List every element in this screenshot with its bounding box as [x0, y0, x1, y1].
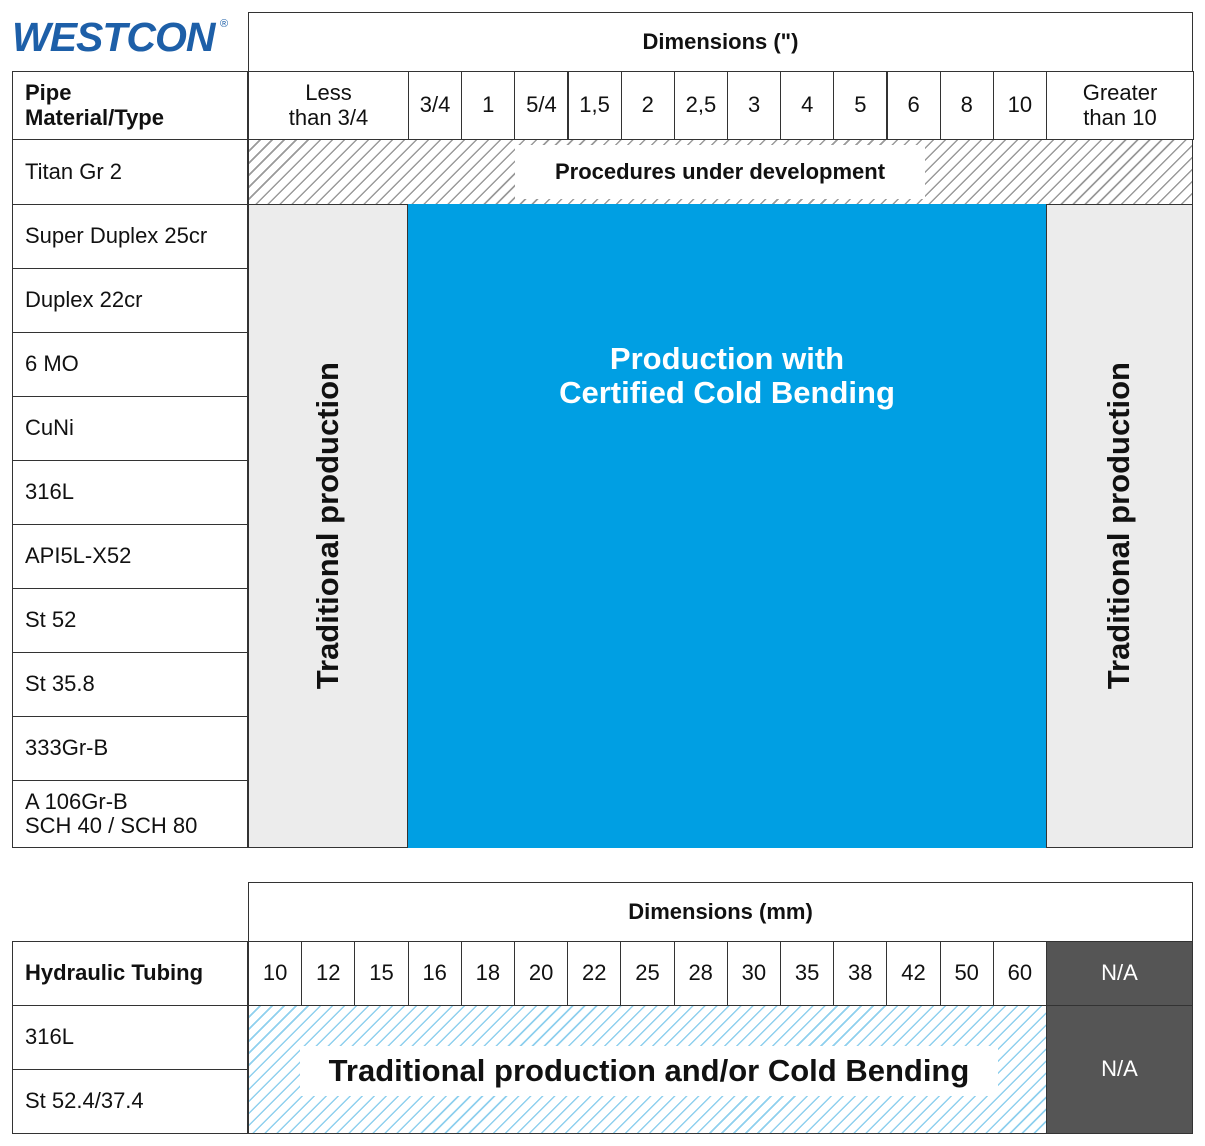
column-header: 35: [780, 941, 835, 1006]
tubing-name: St 52.4/37.4: [12, 1069, 248, 1134]
material-name: API5L-X52: [12, 524, 248, 589]
material-name: Super Duplex 25cr: [12, 204, 248, 269]
dimensions-header: Dimensions ("): [248, 12, 1193, 72]
column-header: 30: [726, 941, 781, 1006]
material-name: St 35.8: [12, 652, 248, 717]
material-name: 316L: [12, 460, 248, 525]
column-header: 18: [460, 941, 515, 1006]
cold-bending-area: Production with Certified Cold Bending: [408, 204, 1046, 848]
column-header: 12: [301, 941, 356, 1006]
column-header: 1,5: [567, 71, 622, 140]
material-name: 333Gr-B: [12, 716, 248, 781]
column-header: 3/4: [408, 71, 463, 140]
dimensions-header: Dimensions (mm): [248, 882, 1193, 942]
column-header: 2,5: [673, 71, 728, 140]
column-header: 2: [620, 71, 675, 140]
material-name: CuNi: [12, 396, 248, 461]
column-header: 5: [833, 71, 888, 140]
na-body: N/A: [1046, 1005, 1193, 1134]
traditional-left: Traditional production: [248, 204, 408, 848]
material-name: 6 MO: [12, 332, 248, 397]
column-header: 5/4: [514, 71, 569, 140]
column-header: 22: [567, 941, 622, 1006]
material-name: Titan Gr 2: [12, 139, 248, 205]
na-header: N/A: [1046, 941, 1193, 1006]
column-header: 50: [939, 941, 994, 1006]
row-header: Hydraulic Tubing: [12, 941, 248, 1006]
column-header: 25: [620, 941, 675, 1006]
column-header: 6: [886, 71, 941, 140]
development-note: Procedures under development: [515, 145, 925, 199]
column-header: 28: [673, 941, 728, 1006]
tubing-note: Traditional production and/or Cold Bendi…: [300, 1046, 998, 1096]
logo-mark: ®: [220, 18, 229, 30]
column-header: 3: [727, 71, 782, 140]
traditional-right: Traditional production: [1046, 204, 1193, 848]
tubing-name: 316L: [12, 1005, 248, 1070]
column-header: 15: [354, 941, 409, 1006]
column-header: Less than 3/4: [248, 71, 409, 140]
row-header: Pipe Material/Type: [12, 71, 248, 140]
material-name: A 106Gr-B SCH 40 / SCH 80: [12, 780, 248, 848]
column-header: 42: [886, 941, 941, 1006]
column-header: 60: [992, 941, 1047, 1006]
column-header: 16: [407, 941, 462, 1006]
column-header: Greater than 10: [1046, 71, 1194, 140]
column-header: 1: [461, 71, 516, 140]
traditional-right-text: Traditional production: [1101, 362, 1137, 690]
traditional-left-text: Traditional production: [309, 362, 345, 690]
column-header: 10: [992, 71, 1047, 140]
material-name: St 52: [12, 588, 248, 653]
column-header: 4: [780, 71, 835, 140]
material-name: Duplex 22cr: [12, 268, 248, 333]
column-header: 10: [248, 941, 303, 1006]
column-header: 20: [514, 941, 569, 1006]
column-header: 38: [833, 941, 888, 1006]
column-header: 8: [939, 71, 994, 140]
logo: WESTCON: [12, 14, 216, 60]
